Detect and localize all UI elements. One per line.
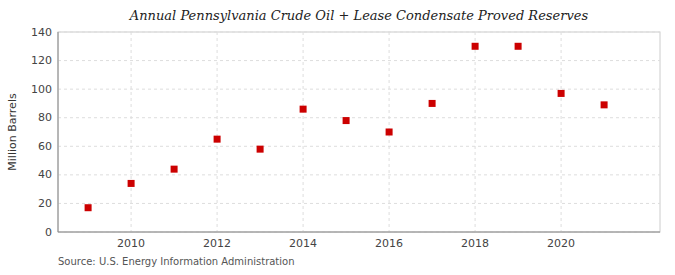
grid-line-y xyxy=(58,60,660,61)
point xyxy=(343,117,350,124)
x-tick-label: 2018 xyxy=(461,237,489,250)
grid-line-x xyxy=(561,32,562,232)
grid-line-x xyxy=(217,32,218,232)
grid-line-x xyxy=(131,32,132,232)
grid-line-y xyxy=(58,174,660,175)
point xyxy=(85,204,92,211)
point xyxy=(128,180,135,187)
x-tick-label: 2010 xyxy=(117,237,145,250)
y-tick-label: 60 xyxy=(38,140,52,153)
x-tick-label: 2020 xyxy=(547,237,575,250)
point xyxy=(601,101,608,108)
y-tick-label: 20 xyxy=(38,197,52,210)
point xyxy=(214,136,221,143)
grid xyxy=(58,32,660,232)
annotation: Source: U.S. Energy Information Administ… xyxy=(58,256,295,267)
y-axis-line xyxy=(58,32,59,232)
x-tick-label: 2012 xyxy=(203,237,231,250)
points xyxy=(85,43,608,211)
title: Annual Pennsylvania Crude Oil + Lease Co… xyxy=(129,8,589,23)
y-tick-label: 0 xyxy=(45,226,52,239)
grid-line-x xyxy=(475,32,476,232)
point xyxy=(429,100,436,107)
y-tick-label: 100 xyxy=(31,83,52,96)
y-tick-label: 140 xyxy=(31,26,52,39)
grid-line-y xyxy=(58,146,660,147)
grid-line-y xyxy=(58,32,660,33)
point xyxy=(171,166,178,173)
point xyxy=(300,106,307,113)
y-tick-label: 120 xyxy=(31,54,52,67)
point xyxy=(386,129,393,136)
y-axis-label: Million Barrels xyxy=(6,93,19,171)
plot-frame xyxy=(58,32,660,232)
grid-line-y xyxy=(58,232,660,233)
grid-line-y xyxy=(58,117,660,118)
y-tick-label: 40 xyxy=(38,168,52,181)
grid-line-x xyxy=(303,32,304,232)
point xyxy=(515,43,522,50)
x-tick-label: 2016 xyxy=(375,237,403,250)
chart: 0 20 40 60 80 100 120 140 2010 2012 2014 2016 2018 20… xyxy=(0,0,675,275)
y-tick-label: 80 xyxy=(38,111,52,124)
grid-line-y xyxy=(58,89,660,90)
point xyxy=(257,146,264,153)
grid-line-y xyxy=(58,203,660,204)
x-axis-line xyxy=(58,232,660,233)
point xyxy=(472,43,479,50)
point xyxy=(558,90,565,97)
x-tick-label: 2014 xyxy=(289,237,317,250)
